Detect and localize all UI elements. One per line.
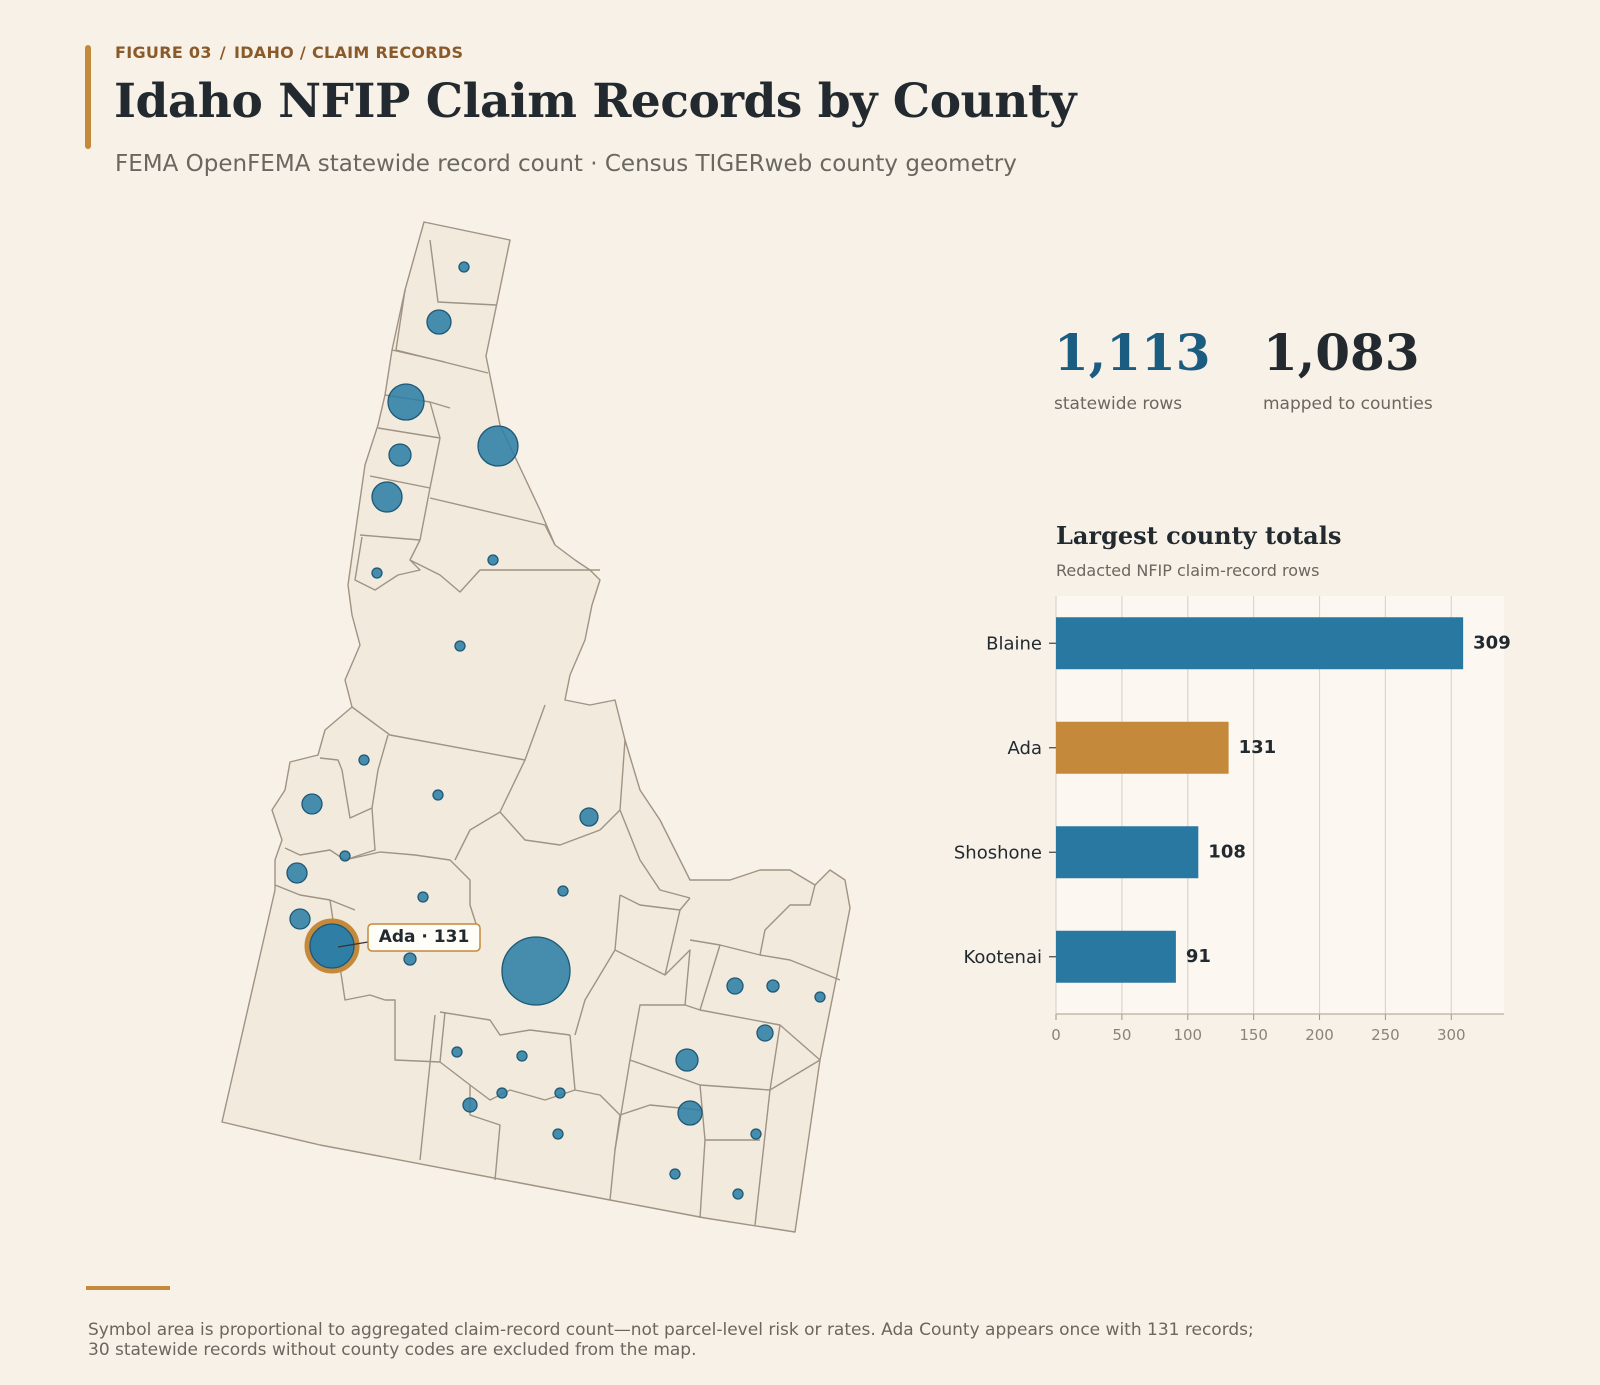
county-symbol bbox=[286, 862, 308, 884]
county-symbol bbox=[579, 807, 599, 827]
ada-callout: Ada · 131 bbox=[337, 923, 481, 952]
county-symbol bbox=[516, 1050, 528, 1062]
county-symbol bbox=[477, 425, 519, 467]
county-symbol bbox=[426, 309, 452, 335]
county-symbol bbox=[557, 885, 569, 897]
ada-callout-label: Ada · 131 bbox=[379, 927, 470, 947]
x-tick-label: 200 bbox=[1305, 1026, 1334, 1044]
breadcrumb: IDAHO / CLAIM RECORDS bbox=[233, 43, 464, 62]
county-symbol bbox=[454, 640, 466, 652]
page-title: Idaho NFIP Claim Records by County bbox=[114, 74, 1076, 129]
county-symbol bbox=[675, 1048, 699, 1072]
category-label: Ada bbox=[1008, 738, 1042, 759]
category-label: Shoshone bbox=[954, 842, 1042, 863]
bar-panel-title: Largest county totals bbox=[1056, 521, 1342, 550]
bar bbox=[1056, 930, 1176, 983]
category-label: Blaine bbox=[986, 633, 1042, 654]
county-symbol bbox=[417, 891, 429, 903]
ada-symbol bbox=[309, 923, 355, 969]
bar-chart: 0 50 100 150 200 250 300 Blaine 309 Ada 131 Shoshon… bbox=[954, 596, 1511, 1044]
footnote-line-2: 30 statewide records without county code… bbox=[88, 1340, 697, 1360]
county-symbol bbox=[552, 1128, 564, 1140]
claim-symbols bbox=[286, 261, 826, 1200]
bar-value-label: 131 bbox=[1239, 737, 1277, 758]
stat-statewide: 1,113 statewide rows bbox=[1054, 320, 1211, 414]
bar-value-label: 108 bbox=[1208, 841, 1246, 862]
county-symbol bbox=[301, 793, 323, 815]
bar bbox=[1056, 721, 1229, 774]
county-symbol bbox=[403, 952, 417, 966]
county-symbol bbox=[387, 383, 425, 421]
county-symbol bbox=[766, 979, 780, 993]
county-symbol bbox=[458, 261, 470, 273]
county-symbol bbox=[462, 1097, 478, 1113]
county-symbol bbox=[669, 1168, 681, 1180]
x-tick-label: 250 bbox=[1371, 1026, 1400, 1044]
county-symbol bbox=[371, 481, 403, 513]
statewide-rows-label: statewide rows bbox=[1054, 394, 1183, 414]
county-symbol bbox=[487, 554, 499, 566]
bar-value-label: 309 bbox=[1473, 632, 1511, 653]
mapped-rows-label: mapped to counties bbox=[1263, 394, 1433, 414]
bar bbox=[1056, 617, 1464, 670]
county-symbol bbox=[732, 1188, 744, 1200]
x-tick-label: 0 bbox=[1051, 1026, 1061, 1044]
county-symbol bbox=[339, 850, 351, 862]
x-tick-label: 50 bbox=[1112, 1026, 1131, 1044]
county-symbol bbox=[726, 977, 744, 995]
mapped-rows-value: 1,083 bbox=[1263, 323, 1420, 382]
bar-value-label: 91 bbox=[1186, 946, 1211, 967]
county-symbol bbox=[814, 991, 826, 1003]
county-symbol bbox=[289, 908, 311, 930]
eyebrow: FIGURE 03/IDAHO / CLAIM RECORDS bbox=[115, 43, 464, 62]
county-symbol bbox=[371, 567, 383, 579]
county-symbol bbox=[358, 754, 370, 766]
bar-panel-subtitle: Redacted NFIP claim-record rows bbox=[1056, 561, 1320, 580]
county-symbol bbox=[388, 443, 412, 467]
county-symbol bbox=[432, 789, 444, 801]
statewide-rows-value: 1,113 bbox=[1054, 323, 1211, 382]
x-tick-label: 150 bbox=[1239, 1026, 1268, 1044]
x-tick-label: 100 bbox=[1173, 1026, 1202, 1044]
county-symbol bbox=[451, 1046, 463, 1058]
accent-bar bbox=[85, 45, 91, 149]
county-symbol bbox=[756, 1024, 774, 1042]
ada-highlight-ring bbox=[304, 918, 360, 974]
county-symbol bbox=[554, 1087, 566, 1099]
category-label: Kootenai bbox=[963, 947, 1042, 968]
state-outline bbox=[221, 221, 851, 1233]
footnote-line-1: Symbol area is proportional to aggregate… bbox=[88, 1320, 1254, 1340]
bar bbox=[1056, 826, 1199, 879]
x-tick-label: 300 bbox=[1437, 1026, 1466, 1044]
stat-mapped: 1,083 mapped to counties bbox=[1263, 320, 1433, 414]
figure-label: FIGURE 03 bbox=[115, 43, 212, 62]
county-symbol bbox=[501, 936, 571, 1006]
footnote: Symbol area is proportional to aggregate… bbox=[88, 1320, 1488, 1360]
county-symbol bbox=[496, 1087, 508, 1099]
county-symbol bbox=[750, 1128, 762, 1140]
page-subtitle: FEMA OpenFEMA statewide record count · C… bbox=[115, 151, 1017, 177]
footer-rule bbox=[86, 1286, 170, 1290]
idaho-counties bbox=[221, 221, 851, 1233]
county-symbol bbox=[677, 1100, 703, 1126]
